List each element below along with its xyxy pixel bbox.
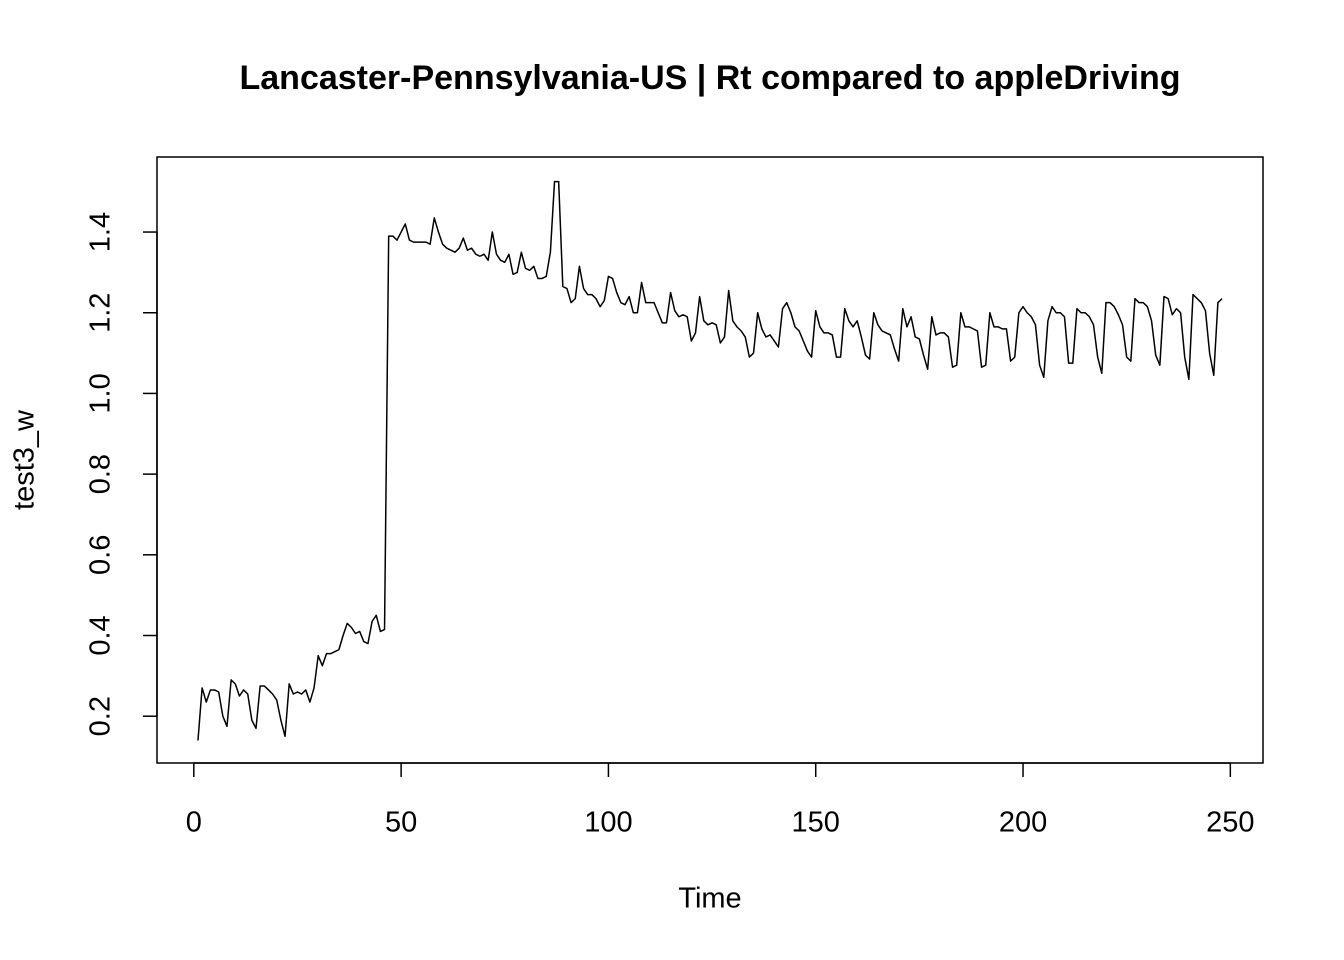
series-line: [197, 180, 1223, 741]
x-tick-label: 150: [792, 807, 840, 839]
plot-box: [156, 156, 1264, 764]
y-tick-label: 1.2: [85, 293, 117, 333]
x-tick-label: 50: [385, 807, 417, 839]
y-tick-label: 0.8: [85, 454, 117, 494]
y-tick-label: 1.4: [85, 212, 117, 252]
x-tick-label: 250: [1206, 807, 1254, 839]
x-tick-label: 200: [999, 807, 1047, 839]
y-tick-label: 0.4: [85, 615, 117, 655]
x-axis-label: Time: [678, 883, 741, 915]
chart-title: Lancaster-Pennsylvania-US | Rt compared …: [240, 59, 1181, 97]
y-tick-label: 1.0: [85, 373, 117, 413]
y-tick-label: 0.6: [85, 535, 117, 575]
x-tick-label: 100: [584, 807, 632, 839]
y-axis-label: test3_w: [9, 409, 41, 510]
y-tick-label: 0.2: [85, 696, 117, 736]
x-tick-label: 0: [186, 807, 202, 839]
